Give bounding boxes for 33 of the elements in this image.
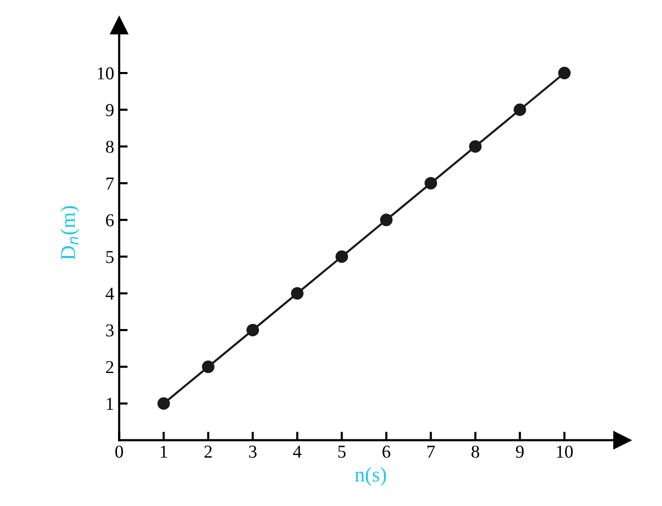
x-tick-label: 5 xyxy=(338,446,346,458)
x-tick-label: 10 xyxy=(556,446,573,458)
point xyxy=(202,360,214,374)
x-tick-label: 8 xyxy=(472,446,480,458)
x-tick-label: 7 xyxy=(428,446,435,458)
y-tick-label: 8 xyxy=(106,140,114,153)
x-tick-label: 2 xyxy=(204,446,212,458)
y-tick-label: 7 xyxy=(106,178,114,190)
point xyxy=(157,397,170,410)
y-tick-label: 1 xyxy=(106,398,114,410)
x-tick-label: 9 xyxy=(516,446,524,458)
x-axis-title: n(s) xyxy=(355,467,386,486)
x-tick-label: 6 xyxy=(382,446,390,458)
point xyxy=(246,324,259,336)
y-tick-label: 9 xyxy=(106,104,114,116)
point xyxy=(336,250,348,263)
y-tick-label: 6 xyxy=(106,214,114,226)
point xyxy=(424,176,438,190)
y-axis-title: D$_{n}$(m) xyxy=(60,206,80,260)
x-tick-label: 4 xyxy=(293,446,302,458)
point xyxy=(558,66,571,80)
y-tick-label: 4 xyxy=(106,288,114,300)
point xyxy=(291,287,304,300)
point xyxy=(380,214,393,226)
x-tick-label: 3 xyxy=(249,446,257,458)
y-tick-label: 2 xyxy=(106,361,114,374)
point xyxy=(514,104,526,116)
y-tick-label: 5 xyxy=(106,251,114,264)
y-tick-label: 10 xyxy=(98,67,114,80)
x-tick-label: 0 xyxy=(115,446,123,458)
y-tick-label: 3 xyxy=(106,324,114,337)
point xyxy=(469,140,482,153)
x-tick-label: 1 xyxy=(160,446,168,458)
